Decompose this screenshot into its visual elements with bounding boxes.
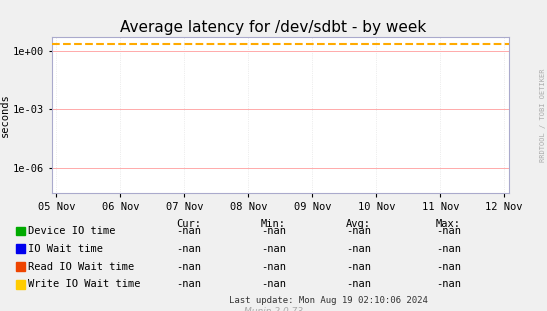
- Text: -nan: -nan: [261, 244, 286, 254]
- Text: Min:: Min:: [261, 219, 286, 229]
- Text: -nan: -nan: [436, 226, 461, 236]
- Text: -nan: -nan: [261, 226, 286, 236]
- Text: -nan: -nan: [346, 279, 371, 289]
- Text: Write IO Wait time: Write IO Wait time: [28, 279, 141, 289]
- Text: IO Wait time: IO Wait time: [28, 244, 103, 254]
- Text: Avg:: Avg:: [346, 219, 371, 229]
- Text: Average latency for /dev/sdbt - by week: Average latency for /dev/sdbt - by week: [120, 20, 427, 35]
- Text: -nan: -nan: [436, 279, 461, 289]
- Text: -nan: -nan: [346, 244, 371, 254]
- Text: -nan: -nan: [176, 262, 201, 272]
- Text: Max:: Max:: [436, 219, 461, 229]
- Text: RRDTOOL / TOBI OETIKER: RRDTOOL / TOBI OETIKER: [540, 68, 546, 162]
- Text: Read IO Wait time: Read IO Wait time: [28, 262, 135, 272]
- Text: -nan: -nan: [261, 262, 286, 272]
- Text: -nan: -nan: [176, 244, 201, 254]
- Text: Munin 2.0.73: Munin 2.0.73: [244, 307, 303, 311]
- Text: -nan: -nan: [436, 244, 461, 254]
- Text: -nan: -nan: [346, 262, 371, 272]
- Text: Last update: Mon Aug 19 02:10:06 2024: Last update: Mon Aug 19 02:10:06 2024: [229, 296, 428, 304]
- Text: -nan: -nan: [346, 226, 371, 236]
- Text: Cur:: Cur:: [176, 219, 201, 229]
- Text: -nan: -nan: [261, 279, 286, 289]
- Y-axis label: seconds: seconds: [1, 93, 10, 137]
- Text: -nan: -nan: [176, 279, 201, 289]
- Text: -nan: -nan: [436, 262, 461, 272]
- Text: Device IO time: Device IO time: [28, 226, 116, 236]
- Text: -nan: -nan: [176, 226, 201, 236]
